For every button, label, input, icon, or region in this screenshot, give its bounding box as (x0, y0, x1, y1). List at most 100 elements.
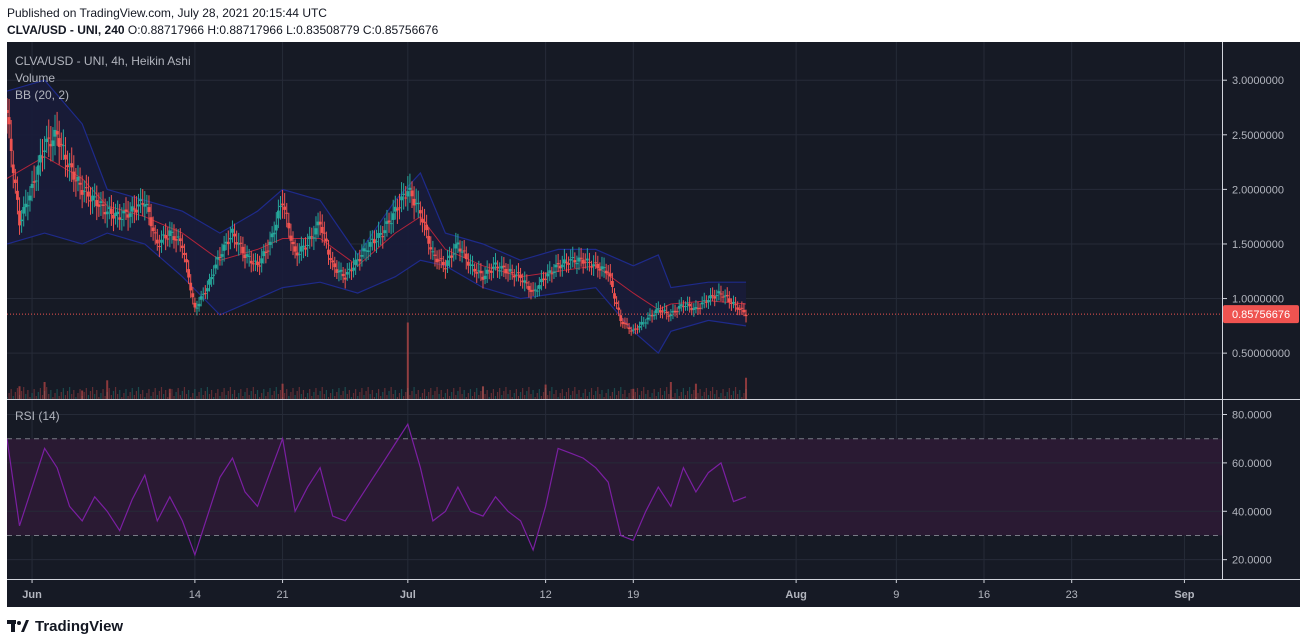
chart-area[interactable]: 3.0000000 2.5000000 2.0000000 1.5000000 1.00… (7, 42, 1300, 607)
candle-body (266, 250, 270, 252)
volume-bar (471, 396, 474, 399)
volume-bar (127, 396, 129, 399)
volume-bar (365, 391, 367, 399)
volume-bar (384, 388, 386, 399)
legend-volume[interactable]: Volume (15, 71, 56, 85)
candle-body (168, 230, 172, 236)
candle-body (617, 307, 621, 310)
volume-bar (430, 388, 432, 399)
candle-body (571, 257, 575, 259)
candle-body (567, 263, 570, 265)
volume-bar (52, 397, 54, 399)
volume-bar (177, 388, 179, 399)
volume-bar (263, 389, 265, 399)
candle-body (471, 264, 474, 266)
volume-bar (31, 393, 33, 399)
volume-bar (426, 396, 428, 399)
candle-body (454, 244, 458, 249)
candle-body (124, 209, 128, 212)
volume-bar (578, 390, 580, 399)
volume-bar (144, 397, 146, 399)
candle-body (517, 272, 520, 274)
volume-bar (436, 387, 438, 399)
volume-bar (469, 389, 472, 399)
volume-bar (503, 391, 505, 399)
volume-bar (434, 391, 436, 399)
candle-body (24, 203, 28, 208)
candle-body (506, 272, 510, 274)
volume-bar (628, 393, 630, 399)
candle-body (274, 224, 278, 231)
volume-bar (123, 393, 125, 399)
volume-bar (196, 396, 198, 399)
candle-body (477, 270, 481, 272)
volume-bar (590, 388, 593, 399)
legend-main-series[interactable]: CLVA/USD - UNI, 4h, Heikin Ashi (15, 54, 191, 68)
candle-body (489, 270, 493, 273)
candle-body (93, 196, 97, 198)
candle-body (450, 255, 454, 258)
volume-bar (428, 392, 430, 399)
volume-bar (501, 395, 503, 399)
candle-body (354, 259, 358, 265)
volume-bar (505, 387, 507, 399)
candle-body (51, 140, 55, 147)
candle-body (464, 253, 468, 260)
volume-bar (718, 397, 720, 399)
candle-body (681, 306, 685, 308)
volume-bar (14, 392, 16, 399)
candle-body (709, 295, 712, 299)
candle-body (30, 183, 34, 188)
volume-bar (35, 396, 37, 399)
volume-bar (724, 396, 726, 399)
volume-bar (213, 397, 215, 399)
volume-bar (624, 390, 626, 399)
candle-body (130, 206, 134, 212)
legend-bollinger-bands[interactable]: BB (20, 2) (15, 88, 70, 102)
volume-bar (25, 394, 27, 399)
volume-bar (219, 396, 221, 399)
candle-body (53, 129, 57, 137)
candle-body (22, 206, 26, 214)
candle-body (116, 211, 120, 215)
volume-bar (415, 394, 417, 399)
candle-body (738, 308, 742, 310)
candle-body (583, 261, 587, 263)
volume-bar (676, 389, 678, 399)
volume-bar (319, 391, 321, 399)
candle-body (118, 217, 122, 220)
volume-bar (104, 396, 106, 399)
volume-bar (526, 391, 528, 399)
volume-bar (137, 387, 140, 399)
volume-bar (457, 391, 459, 399)
rsi-axis-label: 80.0000 (1232, 410, 1272, 422)
candle-body (247, 256, 251, 258)
candle-body (128, 213, 132, 217)
volume-bar (726, 392, 728, 399)
volume-bar (461, 394, 463, 399)
volume-spike-bar (481, 386, 484, 399)
candle-body (325, 238, 328, 242)
volume-bar (396, 397, 398, 399)
candle-body (237, 243, 241, 245)
candle-body (684, 305, 687, 307)
brand-name: TradingView (35, 617, 124, 635)
candle-body (356, 259, 360, 261)
candle-body (352, 267, 355, 271)
volume-bar (517, 396, 520, 399)
candle-body (730, 302, 733, 304)
candle-body (389, 223, 393, 225)
candle-body (97, 204, 101, 207)
volume-bar (705, 388, 707, 399)
volume-bar (181, 391, 183, 399)
volume-bar (532, 390, 534, 399)
volume-bar (734, 387, 737, 399)
legend-rsi[interactable]: RSI (14) (15, 409, 60, 423)
volume-spike-bar (669, 382, 672, 399)
volume-bar (129, 392, 131, 399)
candle-body (256, 261, 259, 266)
candle-body (241, 246, 245, 253)
candle-body (64, 154, 67, 160)
volume-bar (714, 394, 716, 399)
candle-body (406, 191, 410, 197)
